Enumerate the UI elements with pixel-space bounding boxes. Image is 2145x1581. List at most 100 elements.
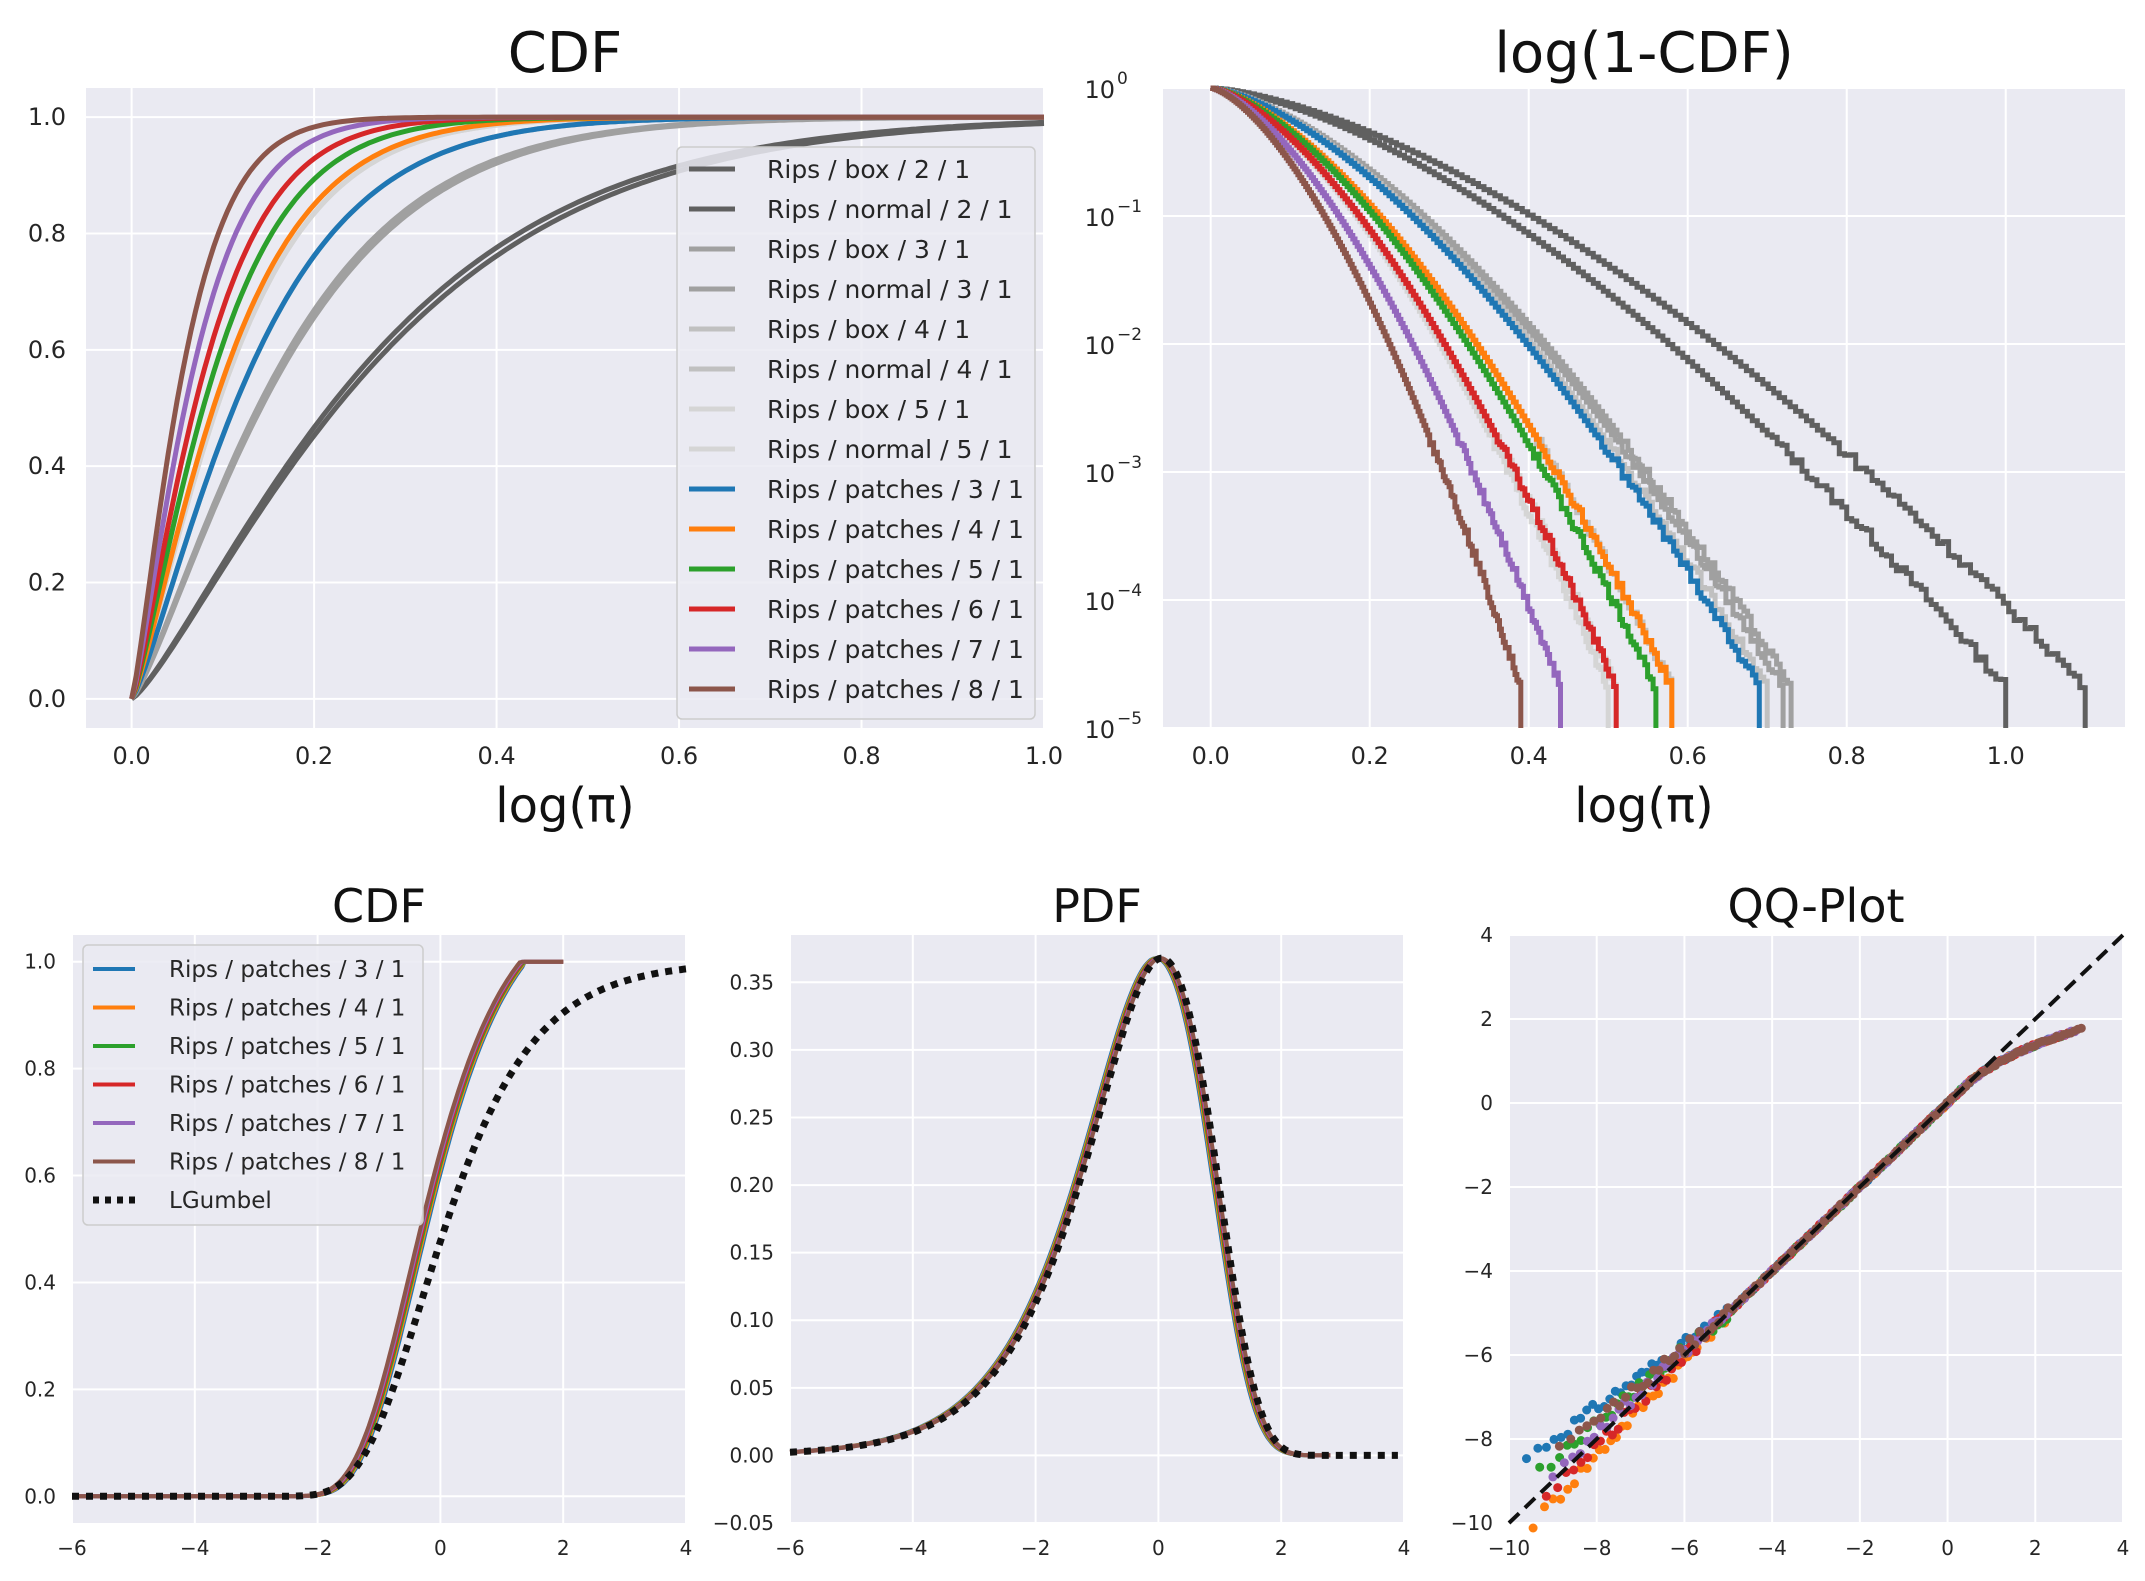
x-tick-label: −2 (1845, 1536, 1874, 1560)
legend-entry: Rips / normal / 2 / 1 (767, 195, 1013, 224)
chart-title: PDF (1052, 879, 1142, 933)
legend: Rips / patches / 3 / 1 Rips / patches / 4… (82, 944, 424, 1226)
y-tick-label: 4 (1480, 923, 1493, 947)
legend-entry: Rips / normal / 5 / 1 (767, 435, 1013, 464)
chart-title: log(1-CDF) (1494, 21, 1793, 86)
x-tick-label: 0.6 (660, 742, 698, 770)
scatter-point (1541, 1442, 1551, 1452)
series-line (72, 959, 564, 1499)
y-tick-label: 1.0 (24, 950, 56, 974)
legend-entry: Rips / patches / 3 / 1 (169, 957, 405, 983)
y-tick-exponent: −5 (1117, 709, 1142, 729)
legend-entry: Rips / patches / 7 / 1 (767, 635, 1024, 664)
series-line (1210, 85, 1619, 728)
scatter-point (1615, 1401, 1625, 1411)
series-line (129, 114, 1044, 700)
scatter-point (1548, 1472, 1558, 1482)
scatter-point (1602, 1403, 1612, 1413)
scatter-point (1670, 1351, 1680, 1361)
chart-title: CDF (508, 21, 622, 86)
y-tick-label: 10 (1084, 716, 1115, 744)
legend-entry: Rips / patches / 6 / 1 (767, 595, 1024, 624)
x-tick-label: 0.6 (1669, 742, 1707, 770)
series-line (1210, 85, 1524, 728)
scatter-point (1556, 1432, 1566, 1442)
y-tick-label: 0 (1480, 1091, 1493, 1115)
scatter-point (1556, 1494, 1566, 1504)
y-tick-exponent: 0 (1117, 69, 1128, 89)
scatter-point (1546, 1462, 1556, 1472)
legend-entry: Rips / box / 5 / 1 (767, 395, 970, 424)
legend-entry: Rips / patches / 6 / 1 (169, 1073, 405, 1099)
x-tick-label: 4 (680, 1536, 693, 1560)
y-tick-label: −0.05 (713, 1511, 774, 1535)
x-tick-label: 0 (1941, 1536, 1954, 1560)
x-tick-label: −2 (303, 1536, 332, 1560)
scatter-point (1654, 1365, 1664, 1375)
scatter-point (1622, 1421, 1632, 1431)
scatter-point (1608, 1413, 1618, 1423)
chart-title: QQ-Plot (1728, 879, 1905, 933)
legend-entry: Rips / patches / 8 / 1 (767, 675, 1024, 704)
scatter-point (1685, 1334, 1695, 1344)
y-tick-label: 1.0 (28, 103, 66, 131)
y-tick-label: 0.25 (729, 1105, 774, 1129)
y-tick-label: 0.4 (24, 1270, 56, 1294)
x-tick-label: 0.2 (295, 742, 333, 770)
x-axis-label: log(π) (495, 778, 635, 834)
y-tick-label: −2 (1464, 1175, 1493, 1199)
y-tick-label: −6 (1464, 1343, 1493, 1367)
scatter-point (1596, 1413, 1606, 1423)
y-tick-label: 0.0 (24, 1484, 56, 1508)
scatter-point (1540, 1502, 1549, 1512)
x-tick-label: −10 (1488, 1536, 1530, 1560)
scatter-point (1528, 1523, 1538, 1533)
y-tick-label: 0.20 (729, 1173, 774, 1197)
y-tick-label: 0.15 (729, 1241, 774, 1265)
legend-entry: Rips / patches / 7 / 1 (169, 1111, 405, 1137)
x-tick-label: −2 (1021, 1536, 1050, 1560)
scatter-point (1541, 1491, 1551, 1501)
legend-box (676, 146, 1036, 720)
scatter-point (1563, 1484, 1573, 1494)
x-tick-label: 0.4 (477, 742, 515, 770)
x-tick-label: 0 (1152, 1536, 1165, 1560)
legend-box (82, 944, 424, 1226)
series-line (1210, 85, 2088, 728)
scatter-point (1554, 1441, 1564, 1451)
y-tick-label: 0.4 (28, 452, 66, 480)
y-tick-label: 0.2 (28, 569, 66, 597)
scatter-point (1559, 1458, 1569, 1468)
scatter-point (1535, 1462, 1545, 1472)
scatter-point (1582, 1463, 1592, 1473)
x-tick-label: 2 (1275, 1536, 1288, 1560)
y-tick-label: 0.05 (729, 1376, 774, 1400)
scatter-point (1607, 1430, 1617, 1440)
scatter-point (1582, 1405, 1592, 1415)
scatter-point (1691, 1347, 1701, 1357)
x-tick-label: 0.4 (1510, 742, 1548, 770)
y-tick-label: 0.2 (24, 1377, 56, 1401)
y-tick-label: 0.8 (28, 219, 66, 247)
scatter-point (1677, 1357, 1686, 1367)
x-axis-label: log(π) (1574, 778, 1714, 834)
scatter-point (1643, 1378, 1653, 1388)
y-tick-label: 0.35 (729, 970, 774, 994)
x-tick-label: −4 (1757, 1536, 1786, 1560)
scatter-point (1589, 1416, 1599, 1426)
y-tick-label: 10 (1084, 76, 1115, 104)
scatter-point (1570, 1479, 1579, 1489)
scatter-point (1576, 1457, 1586, 1467)
legend-entry: Rips / normal / 3 / 1 (767, 275, 1013, 304)
scatter-point (1621, 1392, 1631, 1402)
y-tick-label: 0.30 (729, 1038, 774, 1062)
y-tick-exponent: −4 (1117, 581, 1142, 601)
x-tick-label: 4 (1398, 1536, 1411, 1560)
panel-qq-bottom: −10 −8 −6 −4 −2 0 2 4 −10 −8 −6 −4 −2 0 2 4 QQ-Plot (1451, 879, 2130, 1560)
x-tick-label: −6 (57, 1536, 86, 1560)
legend-entry: Rips / box / 3 / 1 (767, 235, 970, 264)
series-line (1210, 85, 2009, 728)
legend-entry: Rips / patches / 4 / 1 (169, 996, 405, 1022)
x-tick-label: −4 (180, 1536, 209, 1560)
